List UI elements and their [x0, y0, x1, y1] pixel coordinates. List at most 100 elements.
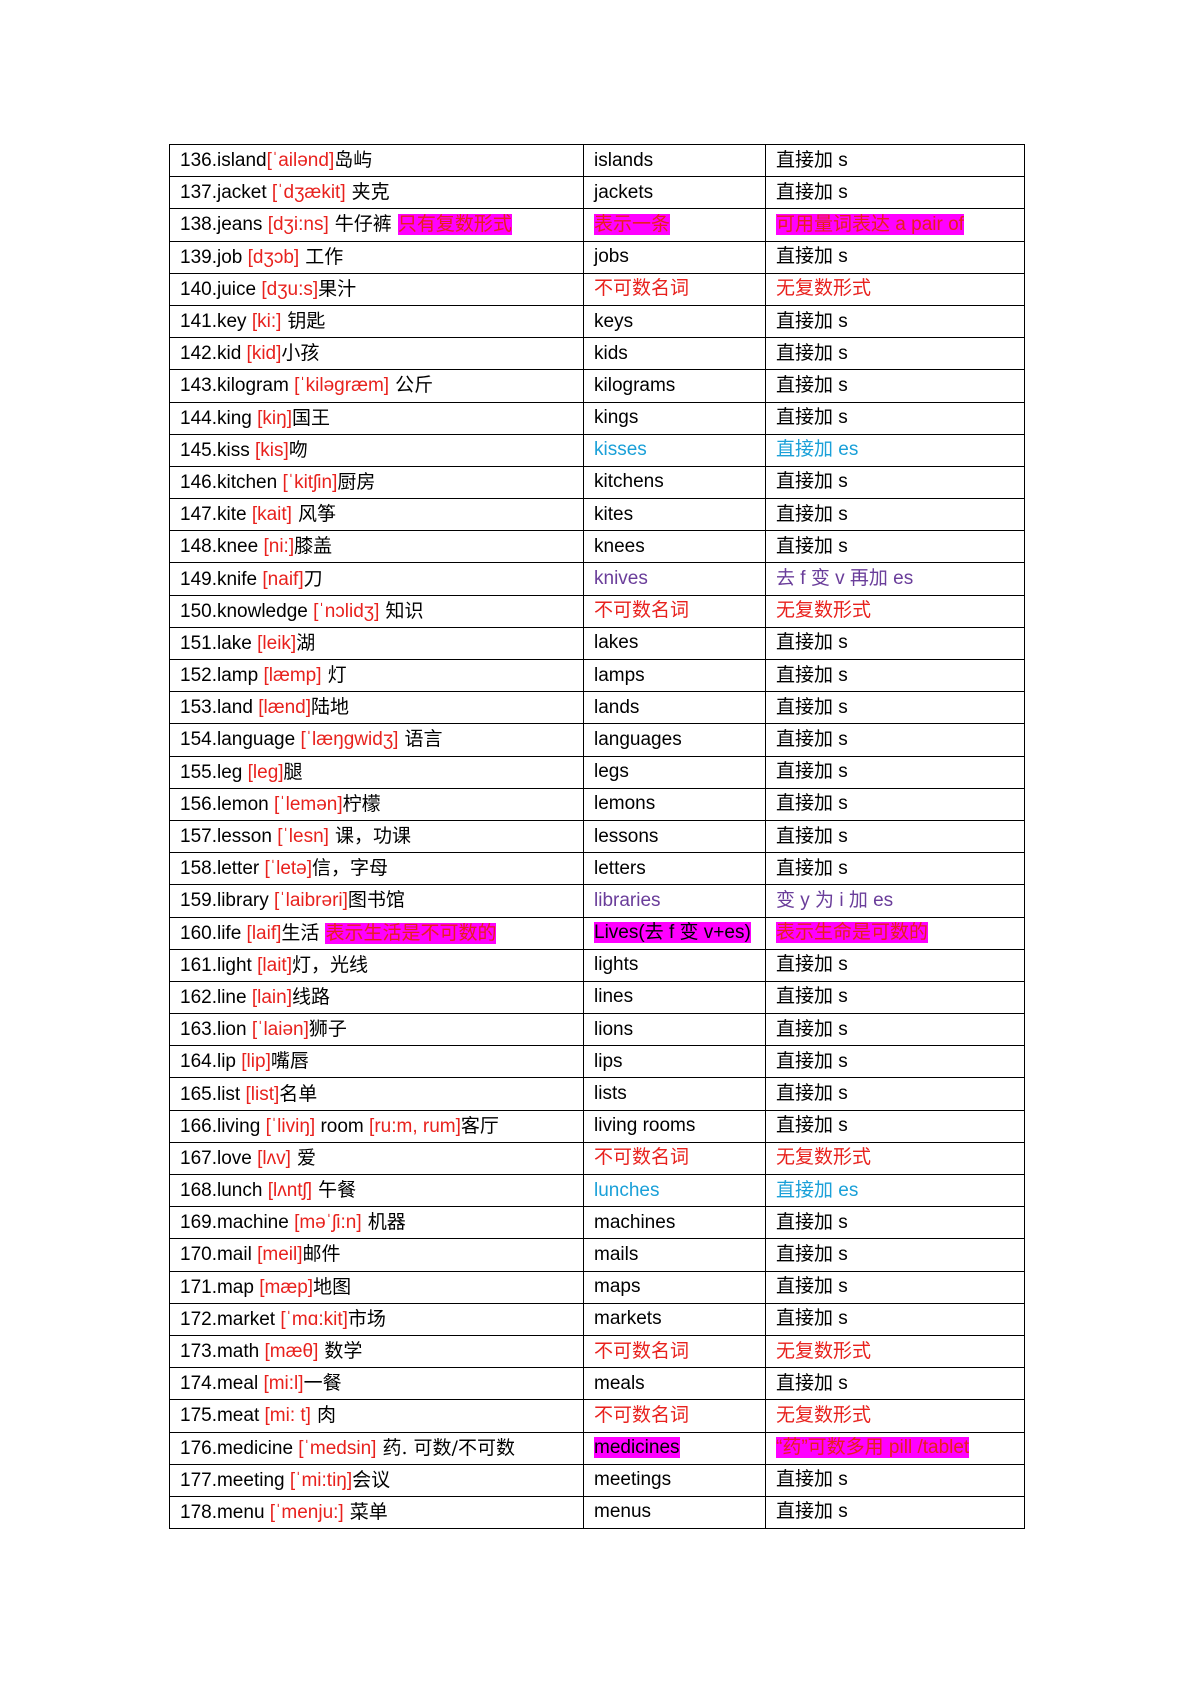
word-cell: 172.market [ˈmɑ:kit]市场: [169, 1302, 584, 1336]
rule-cell: 直接加 s: [765, 530, 1025, 564]
text-segment: [ˈlæŋgwidʒ]: [300, 729, 399, 751]
text-segment: 直接加 s: [776, 374, 848, 396]
plural-cell: kitchens: [583, 465, 766, 500]
plural-cell: kings: [583, 401, 766, 435]
text-segment: 邮件: [302, 1243, 341, 1266]
text-segment: 柠檬: [342, 792, 381, 815]
text-segment: [leg]: [247, 761, 284, 783]
word-cell: 163.lion [ˈlaiən]狮子: [169, 1013, 584, 1047]
text-segment: 147.kite: [180, 504, 252, 526]
text-segment: 无复数形式: [776, 600, 872, 622]
word-cell: 143.kilogram [ˈkiləgræm] 公斤: [169, 369, 584, 403]
text-segment: 语言: [398, 728, 443, 751]
rule-cell: 直接加 s: [765, 787, 1025, 821]
vocabulary-table-body: 136.island[ˈailənd]岛屿 islands 直接加 s 137.jac…: [169, 143, 1025, 1530]
text-segment: 腿: [283, 760, 303, 783]
text-segment: 直接加 s: [776, 181, 848, 203]
text-segment: [leik]: [257, 632, 297, 654]
rule-cell: 直接加 s: [765, 1270, 1025, 1304]
text-segment: 172.market: [180, 1308, 281, 1330]
text-segment: knees: [594, 535, 645, 557]
text-segment: 直接加 s: [776, 1243, 848, 1265]
text-segment: 166.living: [180, 1115, 266, 1137]
table-row: 155.leg [leg]腿 legs 直接加 s: [169, 755, 1025, 789]
text-segment: 一餐: [303, 1372, 342, 1395]
text-segment: 名单: [279, 1082, 318, 1105]
text-segment: machines: [594, 1211, 676, 1233]
rule-cell: 直接加 s: [765, 143, 1025, 178]
text-segment: [məˈʃi:n]: [294, 1212, 362, 1234]
text-segment: 市场: [347, 1307, 386, 1330]
text-segment: 156.lemon: [180, 793, 275, 815]
text-segment: [lænd]: [258, 697, 311, 719]
rule-cell: 无复数形式: [765, 272, 1025, 306]
word-cell: 152.lamp [læmp] 灯: [169, 658, 584, 693]
table-row: 156.lemon [ˈlemən]柠檬 lemons 直接加 s: [169, 787, 1025, 821]
text-segment: 直接加 s: [776, 793, 848, 815]
text-segment: 152.lamp: [180, 665, 264, 687]
text-segment: 夹克: [345, 181, 390, 204]
plural-cell: lunches: [583, 1173, 766, 1208]
rule-cell: 直接加 s: [765, 401, 1025, 435]
table-row: 145.kiss [kis]吻 kisses 直接加 es: [169, 433, 1025, 467]
text-segment: languages: [594, 728, 682, 750]
text-segment: [lʌntʃ]: [267, 1180, 313, 1202]
text-segment: menus: [594, 1501, 652, 1523]
text-segment: 140.juice: [180, 278, 262, 300]
text-segment: 164.lip: [180, 1051, 242, 1073]
text-segment: 不可数名词: [594, 1147, 690, 1169]
word-cell: 137.jacket [ˈdʒækit] 夹克: [169, 176, 584, 210]
plural-cell: lines: [583, 980, 766, 1015]
table-row: 167.love [lʌv] 爱不可数名词 无复数形式: [169, 1141, 1025, 1176]
table-row: 153.land [lænd]陆地 lands 直接加 s: [169, 691, 1025, 725]
text-segment: 湖: [296, 631, 316, 654]
word-cell: 169.machine [məˈʃi:n] 机器: [169, 1206, 584, 1240]
table-row: 159.library [ˈlaibrəri]图书馆 libraries 变 y 为…: [169, 884, 1025, 918]
text-segment: [dʒu:s]: [261, 278, 319, 300]
plural-cell: meetings: [583, 1463, 766, 1497]
text-segment: mails: [594, 1243, 639, 1265]
text-segment: 菜单: [343, 1500, 388, 1523]
table-row: 160.life [laif]生活 表示生活是不可数的 Lives(去 f 变 v…: [169, 916, 1025, 950]
text-segment: keys: [594, 310, 634, 332]
text-segment: meetings: [594, 1469, 672, 1491]
text-segment: 不可数名词: [594, 600, 690, 622]
text-segment: 175.meat: [180, 1405, 265, 1427]
word-cell: 139.job [dʒɔb] 工作: [169, 240, 584, 274]
text-segment: meals: [594, 1372, 645, 1394]
plural-cell: letters: [583, 852, 766, 886]
text-segment: 167.love: [180, 1147, 258, 1169]
word-cell: 140.juice [dʒu:s]果汁: [169, 272, 584, 306]
rule-cell: 无复数形式: [765, 1141, 1025, 1176]
table-row: 170.mail [meil]邮件 mails 直接加 s: [169, 1238, 1025, 1272]
vocabulary-table: 136.island[ˈailənd]岛屿 islands 直接加 s 137.jac…: [169, 143, 1025, 1530]
text-segment: 陆地: [311, 696, 350, 719]
text-segment: 可用量词表达 a pair of: [776, 213, 964, 235]
text-segment: 173.math: [180, 1341, 265, 1363]
text-segment: 爱: [290, 1146, 316, 1169]
text-segment: 直接加 s: [776, 1115, 848, 1137]
text-segment: lines: [594, 986, 634, 1008]
rule-cell: 直接加 s: [765, 626, 1025, 661]
rule-cell: 直接加 s: [765, 337, 1025, 371]
word-cell: 177.meeting [ˈmi:tiŋ]会议: [169, 1463, 584, 1497]
table-row: 176.medicine [ˈmedsin] 药. 可数/不可数 medicine…: [169, 1431, 1025, 1465]
word-cell: 171.map [mæp]地图: [169, 1270, 584, 1304]
word-cell: 158.letter [ˈletə]信，字母: [169, 852, 584, 886]
text-segment: 信，字母: [312, 857, 389, 880]
text-segment: 162.line: [180, 986, 252, 1008]
plural-cell: lemons: [583, 787, 766, 821]
text-segment: 变 y 为 i 加 es: [776, 889, 894, 911]
word-cell: 159.library [ˈlaibrəri]图书馆: [169, 884, 584, 918]
text-segment: 吻: [288, 438, 308, 461]
text-segment: 午餐: [312, 1179, 357, 1202]
rule-cell: “药”可数多用 pill /tablet: [765, 1431, 1025, 1465]
text-segment: 工作: [299, 245, 344, 268]
table-row: 148.knee [ni:]膝盖 knees 直接加 s: [169, 530, 1025, 564]
text-segment: [mæp]: [259, 1276, 314, 1298]
plural-cell: knees: [583, 530, 766, 564]
text-segment: 会议: [352, 1468, 391, 1491]
text-segment: 直接加 s: [776, 246, 848, 268]
word-cell: 176.medicine [ˈmedsin] 药. 可数/不可数: [169, 1431, 584, 1465]
text-segment: 165.list: [180, 1083, 246, 1105]
